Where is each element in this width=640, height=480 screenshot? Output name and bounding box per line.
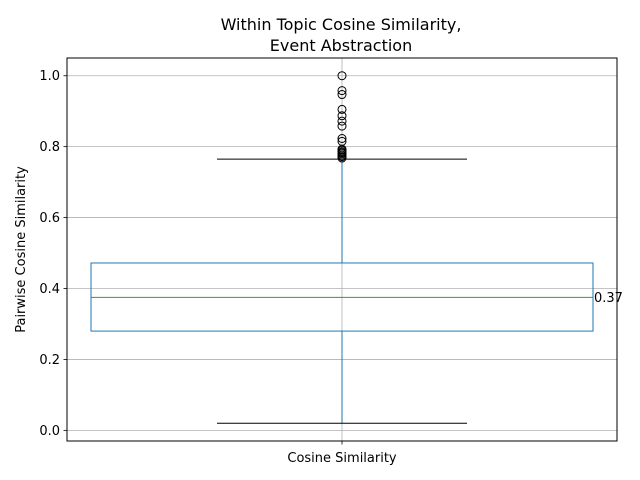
outlier-point bbox=[337, 90, 347, 100]
y-tick-label: 0.4 bbox=[39, 282, 60, 297]
axes-frame bbox=[66, 57, 618, 442]
outlier-point bbox=[337, 134, 347, 144]
outlier-point bbox=[337, 111, 347, 121]
y-tick-label: 0.2 bbox=[39, 353, 60, 368]
y-tick-label: 0.0 bbox=[39, 424, 60, 439]
outlier-point bbox=[337, 104, 347, 114]
y-axis-label: Pairwise Cosine Similarity bbox=[14, 166, 29, 333]
chart-title-line-1: Within Topic Cosine Similarity, bbox=[221, 15, 462, 34]
outlier-point bbox=[337, 136, 347, 146]
outlier-point bbox=[337, 71, 347, 81]
y-tick-label: 0.8 bbox=[39, 140, 60, 155]
x-axis: Cosine Similarity bbox=[287, 441, 397, 466]
plot-area: 0.37 bbox=[90, 71, 623, 424]
y-axis: 0.0 0.2 0.4 0.6 0.8 1.0 bbox=[39, 69, 67, 439]
chart-title-line-2: Event Abstraction bbox=[270, 36, 412, 55]
y-tick-label: 1.0 bbox=[39, 69, 60, 84]
x-tick-label: Cosine Similarity bbox=[287, 451, 397, 466]
y-tick-label: 0.6 bbox=[39, 211, 60, 226]
median-annotation: 0.37 bbox=[594, 291, 623, 306]
outlier-point bbox=[337, 116, 347, 126]
chart-title: Within Topic Cosine Similarity, Event Ab… bbox=[221, 15, 462, 55]
outlier-point bbox=[337, 86, 347, 96]
outlier-point bbox=[337, 121, 347, 131]
